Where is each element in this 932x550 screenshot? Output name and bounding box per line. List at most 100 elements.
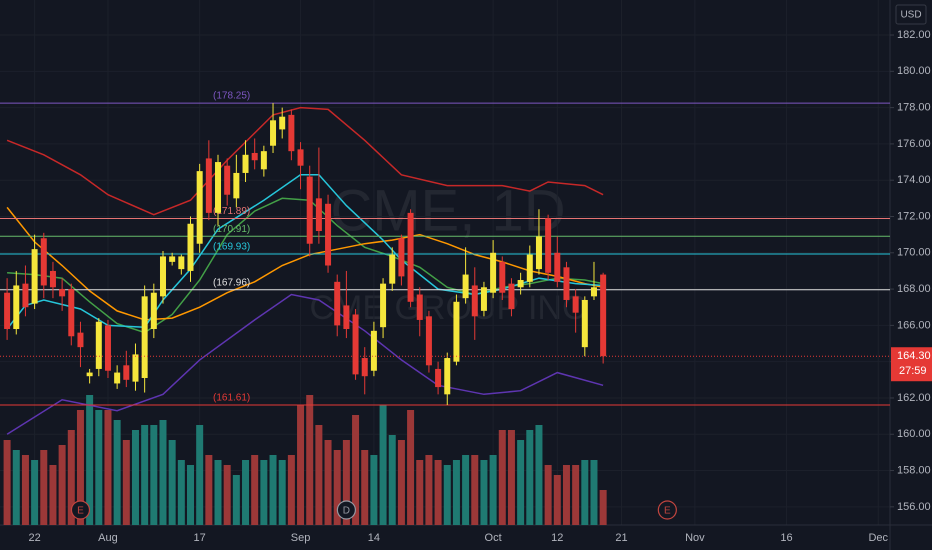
x-tick-label: 22: [28, 532, 40, 544]
candle-body: [425, 316, 432, 366]
level-label: (170.91): [213, 224, 250, 235]
event-marker: [657, 500, 677, 520]
candle-body: [462, 274, 469, 299]
y-tick-label: 162.00: [897, 392, 931, 404]
candle-body: [40, 238, 47, 286]
volume-bar: [517, 440, 525, 525]
volume-bar: [379, 405, 387, 525]
candle-body: [352, 314, 359, 375]
y-tick-label: 160.00: [897, 428, 931, 440]
candle-body: [132, 354, 139, 382]
candle-body: [499, 261, 506, 293]
volume-bar: [232, 475, 240, 525]
currency-box[interactable]: [895, 4, 927, 25]
candle-body: [490, 252, 497, 293]
candle-body: [169, 256, 176, 262]
volume-bar: [342, 440, 350, 525]
volume-bar: [177, 460, 185, 525]
level-label: (161.61): [213, 393, 250, 404]
volume-bar: [333, 450, 341, 525]
candle-body: [563, 267, 570, 300]
candle-body: [86, 372, 93, 377]
candle-body: [59, 289, 66, 297]
y-tick-label: 176.00: [897, 138, 931, 150]
event-label: E: [77, 506, 84, 517]
y-tick-label: 180.00: [897, 65, 931, 77]
candle-body: [334, 281, 341, 326]
level-label: (167.96): [213, 277, 250, 288]
volume-bar: [205, 455, 213, 525]
candle-body: [205, 158, 212, 213]
volume-bar: [223, 465, 231, 525]
volume-bar: [507, 430, 515, 525]
candle-body: [13, 285, 20, 330]
volume-bar: [287, 455, 295, 525]
volume-bar: [269, 455, 277, 525]
candle-body: [380, 283, 387, 328]
volume-bar: [131, 430, 139, 525]
volume-bar: [397, 440, 405, 525]
volume-bar: [443, 465, 451, 525]
level-label: (178.25): [213, 91, 250, 102]
y-tick-label: 168.00: [897, 283, 931, 295]
volume-bar: [76, 410, 84, 525]
event-label: E: [664, 506, 671, 517]
volume-bar: [122, 440, 130, 525]
volume-bar: [306, 395, 314, 525]
volume-bar: [388, 435, 396, 525]
candle-body: [325, 203, 332, 266]
candle-body: [224, 165, 231, 195]
y-tick-label: 174.00: [897, 174, 931, 186]
candle-body: [306, 176, 313, 244]
volume-bar: [370, 455, 378, 525]
volume-bar: [196, 425, 204, 525]
volume-bar: [141, 425, 149, 525]
volume-bar: [425, 455, 433, 525]
candle-body: [22, 283, 29, 308]
y-tick-label: 178.00: [897, 102, 931, 114]
x-tick-label: 16: [780, 532, 792, 544]
volume-bar: [40, 450, 48, 525]
candle-body: [526, 254, 533, 282]
volume-bar: [251, 455, 259, 525]
candle-body: [361, 358, 368, 377]
x-tick-label: Sep: [291, 532, 311, 544]
y-tick-label: 170.00: [897, 247, 931, 259]
volume-bar: [86, 395, 94, 525]
candle-body: [389, 254, 396, 284]
volume-bar: [407, 410, 415, 525]
currency[interactable]: USD: [900, 10, 921, 21]
candle-body: [187, 223, 194, 271]
candle-body: [114, 372, 121, 384]
candle-body: [260, 151, 267, 170]
candle-body: [150, 292, 157, 330]
countdown: 27:59: [899, 365, 927, 377]
candle-body: [471, 285, 478, 317]
candle-body: [343, 305, 350, 330]
candle-body: [370, 330, 377, 371]
candle-body: [444, 358, 451, 395]
volume-bar: [187, 465, 194, 525]
candle-body: [554, 252, 561, 282]
volume-bar: [553, 475, 561, 525]
indicator-line: [6, 106, 604, 216]
volume-bar: [526, 430, 534, 525]
volume-bar: [599, 490, 607, 525]
candle-body: [242, 154, 249, 173]
volume-bar: [352, 415, 360, 525]
volume-bar: [150, 425, 158, 525]
candle-body: [545, 218, 552, 273]
candle-body: [416, 294, 423, 320]
x-tick-label: Dec: [868, 532, 888, 544]
candle-body: [407, 212, 414, 302]
y-tick-label: 182.00: [897, 29, 931, 41]
x-tick-label: Oct: [485, 532, 502, 544]
candle-body: [196, 171, 203, 244]
candle-body: [104, 325, 111, 371]
volume-bar: [581, 460, 589, 525]
volume-bar: [452, 460, 460, 525]
y-tick-label: 158.00: [897, 464, 931, 476]
volume-bar: [3, 440, 11, 525]
level-label: (171.89): [213, 206, 250, 217]
